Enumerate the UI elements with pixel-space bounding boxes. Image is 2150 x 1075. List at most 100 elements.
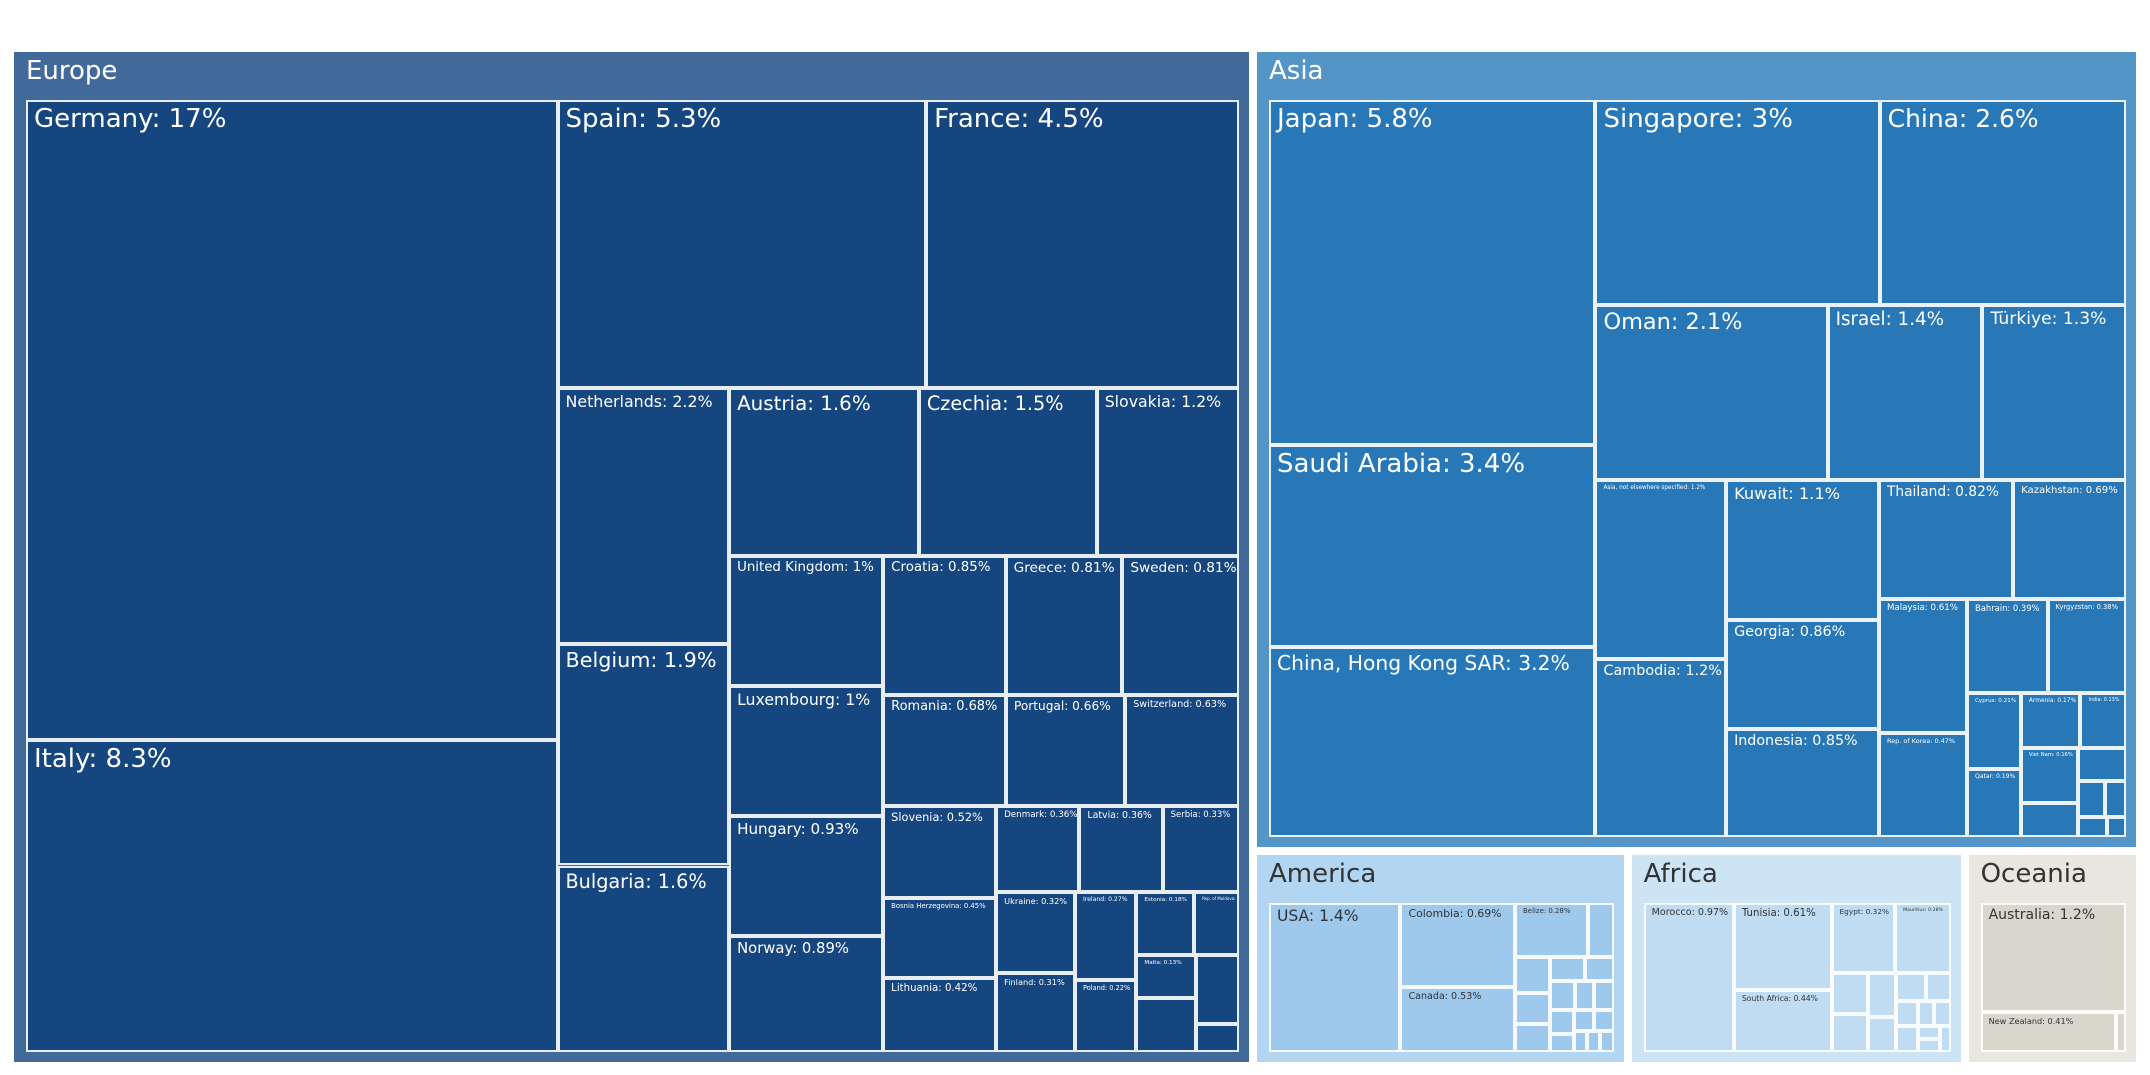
tile-spain[interactable]: Spain: 5.3% <box>557 100 927 388</box>
tile-italy[interactable]: Italy: 8.3% <box>26 739 558 1052</box>
tile-unlabeled[interactable] <box>1925 972 1951 1001</box>
tile-netherlands[interactable]: Netherlands: 2.2% <box>557 387 730 645</box>
tile-bahrain[interactable]: Bahrain: 0.39% <box>1967 598 2048 693</box>
tile-portugal[interactable]: Portugal: 0.66% <box>1006 695 1126 806</box>
tile-sweden[interactable]: Sweden: 0.81% <box>1122 556 1239 696</box>
tile-unlabeled[interactable] <box>2077 780 2105 817</box>
tile-unlabeled[interactable] <box>1918 1000 1935 1027</box>
tile-china-hong-kong-sar[interactable]: China, Hong Kong SAR: 3.2% <box>1269 646 1596 837</box>
tile-austria[interactable]: Austria: 1.6% <box>729 387 919 557</box>
tile-saudi-arabia[interactable]: Saudi Arabia: 3.4% <box>1269 444 1596 647</box>
tile-singapore[interactable]: Singapore: 3% <box>1595 100 1880 305</box>
tile-unlabeled[interactable] <box>1587 1030 1601 1052</box>
tile-croatia[interactable]: Croatia: 0.85% <box>883 556 1006 696</box>
tile-latvia[interactable]: Latvia: 0.36% <box>1079 805 1163 893</box>
tile-poland[interactable]: Poland: 0.22% <box>1074 980 1137 1052</box>
tile-bosnia-herzegovina[interactable]: Bosnia Herzegovina: 0.45% <box>883 897 997 978</box>
tile-unlabeled[interactable] <box>1896 1000 1918 1027</box>
tile-unlabeled[interactable] <box>1573 1009 1594 1031</box>
tile-unlabeled[interactable] <box>1934 1000 1951 1027</box>
tile-australia[interactable]: Australia: 1.2% <box>1980 903 2126 1013</box>
tile-usa[interactable]: USA: 1.4% <box>1269 903 1401 1052</box>
tile-unlabeled[interactable] <box>2104 780 2126 817</box>
tile-unlabeled[interactable] <box>2116 1012 2126 1052</box>
tile-armenia[interactable]: Armenia: 0.17% <box>2020 692 2081 749</box>
tile-turkiye[interactable]: Türkiye: 1.3% <box>1982 304 2126 481</box>
tile-cambodia[interactable]: Cambodia: 1.2% <box>1595 658 1727 837</box>
tile-china[interactable]: China: 2.6% <box>1879 100 2126 305</box>
tile-colombia[interactable]: Colombia: 0.69% <box>1400 903 1516 988</box>
tile-greece[interactable]: Greece: 0.81% <box>1005 556 1123 696</box>
tile-unlabeled[interactable] <box>1550 956 1585 982</box>
tile-asia-not-elsewhere-specified[interactable]: Asia, not elsewhere specified: 1.2% <box>1595 480 1727 659</box>
tile-japan[interactable]: Japan: 5.8% <box>1269 100 1596 445</box>
tile-cyprus[interactable]: Cyprus: 0.21% <box>1967 692 2021 769</box>
tile-georgia[interactable]: Georgia: 0.86% <box>1726 619 1879 730</box>
tile-slovenia[interactable]: Slovenia: 0.52% <box>883 805 997 898</box>
tile-unlabeled[interactable] <box>1600 1030 1614 1052</box>
tile-malaysia[interactable]: Malaysia: 0.61% <box>1878 598 1967 734</box>
tile-unlabeled[interactable] <box>1896 972 1926 1001</box>
tile-unlabeled[interactable] <box>1593 1009 1614 1031</box>
tile-unlabeled[interactable] <box>2106 816 2126 837</box>
tile-unlabeled[interactable] <box>2077 748 2126 781</box>
tile-thailand[interactable]: Thailand: 0.82% <box>1878 480 2014 599</box>
tile-kyrgyzstan[interactable]: Kyrgyzstan: 0.38% <box>2047 598 2126 693</box>
tile-finland[interactable]: Finland: 0.31% <box>996 973 1075 1052</box>
tile-oman[interactable]: Oman: 2.1% <box>1595 304 1828 481</box>
tile-morocco[interactable]: Morocco: 0.97% <box>1643 903 1734 1052</box>
tile-unlabeled[interactable] <box>1136 998 1196 1052</box>
tile-viet-nam[interactable]: Viet Nam: 0.16% <box>2020 748 2078 803</box>
tile-france[interactable]: France: 4.5% <box>926 100 1239 388</box>
tile-unlabeled[interactable] <box>1515 992 1551 1025</box>
tile-norway[interactable]: Norway: 0.89% <box>729 936 884 1052</box>
tile-czechia[interactable]: Czechia: 1.5% <box>918 387 1097 557</box>
tile-rep-of-korea[interactable]: Rep. of Korea: 0.47% <box>1878 733 1967 837</box>
tile-ukraine[interactable]: Ukraine: 0.32% <box>996 892 1075 974</box>
tile-kuwait[interactable]: Kuwait: 1.1% <box>1726 480 1879 620</box>
tile-unlabeled[interactable] <box>1550 981 1575 1010</box>
tile-united-kingdom[interactable]: United Kingdom: 1% <box>729 556 884 686</box>
tile-indonesia[interactable]: Indonesia: 0.85% <box>1726 729 1879 837</box>
tile-unlabeled[interactable] <box>1939 1026 1951 1052</box>
tile-ireland[interactable]: Ireland: 0.27% <box>1074 892 1137 981</box>
tile-unlabeled[interactable] <box>1515 1024 1551 1052</box>
tile-luxembourg[interactable]: Luxembourg: 1% <box>729 686 884 816</box>
tile-unlabeled[interactable] <box>1515 956 1551 993</box>
tile-unlabeled[interactable] <box>1550 1009 1574 1034</box>
tile-unlabeled[interactable] <box>1868 1017 1897 1052</box>
tile-canada[interactable]: Canada: 0.53% <box>1400 987 1516 1052</box>
tile-unlabeled[interactable] <box>1831 972 1869 1015</box>
tile-estonia[interactable]: Estonia: 0.18% <box>1136 892 1195 955</box>
tile-unlabeled[interactable] <box>2077 816 2107 837</box>
tile-unlabeled[interactable] <box>1587 903 1614 957</box>
tile-tunisia[interactable]: Tunisia: 0.61% <box>1733 903 1832 990</box>
tile-unlabeled[interactable] <box>1831 1014 1869 1052</box>
tile-switzerland[interactable]: Switzerland: 0.63% <box>1125 695 1239 806</box>
tile-kazakhstan[interactable]: Kazakhstan: 0.69% <box>2013 480 2126 599</box>
tile-mauritius[interactable]: Mauritius: 0.28% <box>1895 903 1951 973</box>
tile-unlabeled[interactable] <box>2020 802 2078 837</box>
tile-unlabeled[interactable] <box>1584 956 1614 982</box>
tile-rep-of-moldova[interactable]: Rep. of Moldova: 0.14% <box>1194 892 1239 955</box>
tile-unlabeled[interactable] <box>1868 972 1897 1018</box>
tile-slovakia[interactable]: Slovakia: 1.2% <box>1096 387 1239 557</box>
tile-unlabeled[interactable] <box>1918 1039 1940 1052</box>
tile-unlabeled[interactable] <box>1574 981 1595 1010</box>
tile-unlabeled[interactable] <box>1918 1026 1940 1040</box>
tile-unlabeled[interactable] <box>1195 954 1239 1025</box>
tile-egypt[interactable]: Egypt: 0.32% <box>1831 903 1895 973</box>
tile-unlabeled[interactable] <box>1550 1033 1574 1052</box>
tile-india[interactable]: India: 0.13% <box>2080 692 2126 749</box>
tile-germany[interactable]: Germany: 17% <box>26 100 558 740</box>
tile-lithuania[interactable]: Lithuania: 0.42% <box>883 977 997 1052</box>
tile-hungary[interactable]: Hungary: 0.93% <box>729 815 884 937</box>
tile-romania[interactable]: Romania: 0.68% <box>883 695 1006 806</box>
tile-belize[interactable]: Belize: 0.28% <box>1515 903 1588 957</box>
tile-unlabeled[interactable] <box>1594 981 1614 1010</box>
tile-belgium[interactable]: Belgium: 1.9% <box>557 644 730 866</box>
tile-unlabeled[interactable] <box>1195 1024 1239 1052</box>
tile-denmark[interactable]: Denmark: 0.36% <box>996 805 1080 893</box>
tile-qatar[interactable]: Qatar: 0.19% <box>1967 768 2021 837</box>
tile-bulgaria[interactable]: Bulgaria: 1.6% <box>557 865 730 1052</box>
